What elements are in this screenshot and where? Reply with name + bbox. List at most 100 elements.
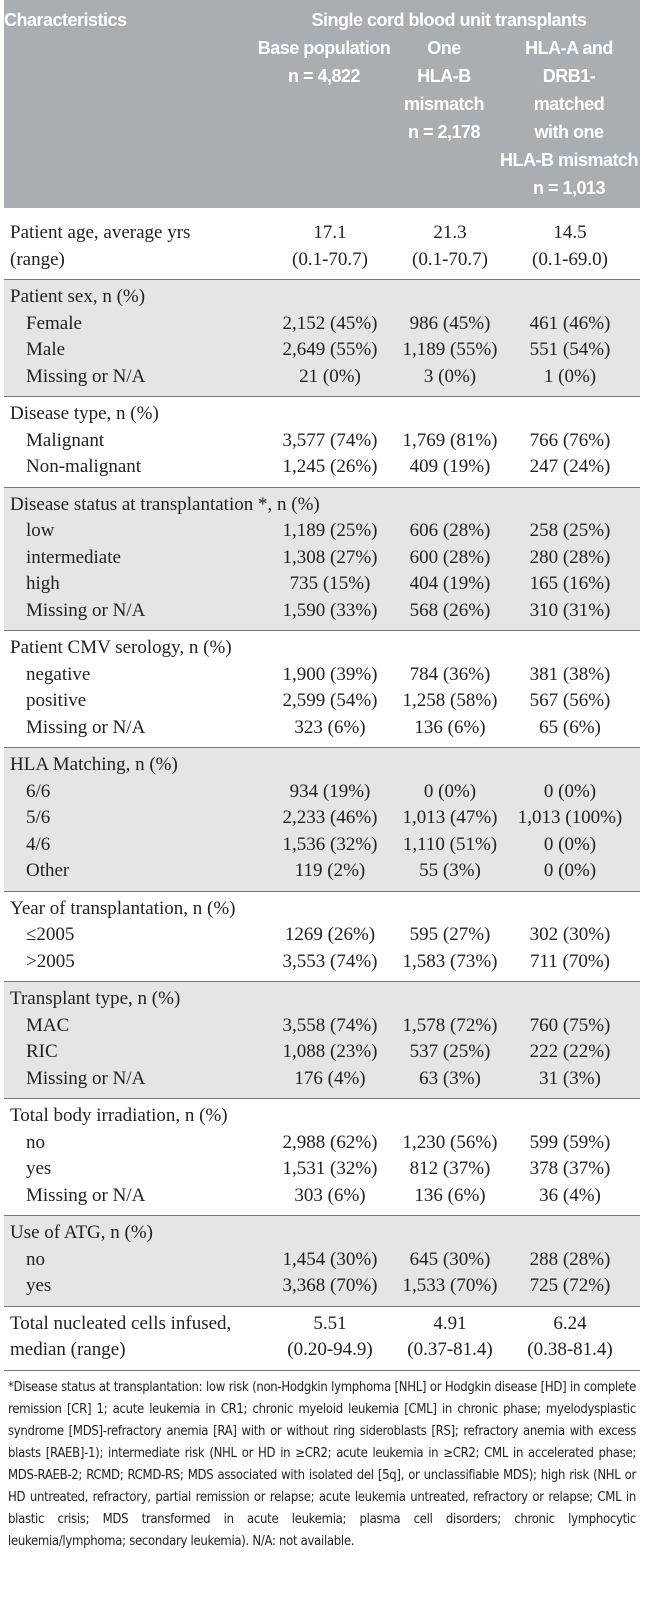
table-cell: 2,233 (46%) bbox=[282, 807, 378, 828]
table-row: yes 3,368 (70%) 1,533 (70%) 725 (72%) bbox=[4, 1273, 640, 1300]
table-cell: 1,258 (58%) bbox=[402, 690, 498, 711]
table-cell: 310 (31%) bbox=[529, 599, 611, 621]
section: Patient CMV serology, n (%) negative 1,900… bbox=[4, 631, 640, 748]
table-cell: 1,578 (72%) bbox=[402, 1014, 498, 1036]
table-cell: 165 (16%) bbox=[529, 573, 611, 594]
table-cell: 1,013 (100%) bbox=[517, 807, 623, 828]
table-cell: (0.1-69.0) bbox=[532, 248, 608, 270]
table-cell: 63 (3%) bbox=[419, 1067, 481, 1089]
table-cell: (range) bbox=[10, 248, 65, 270]
table-cell: 21 (0%) bbox=[299, 365, 361, 387]
section-title: Use of ATG, n (%) bbox=[10, 1222, 154, 1243]
table-row: intermediate 1,308 (27%) 600 (28%) 280 (28%… bbox=[4, 545, 640, 572]
table-cell: 280 (28%) bbox=[529, 546, 611, 568]
table-cell: 784 (36%) bbox=[409, 663, 491, 685]
table-row: Male 2,649 (55%) 1,189 (55%) 551 (54%) bbox=[4, 337, 640, 364]
table-cell: 6.24 bbox=[553, 1312, 587, 1334]
table-cell: 1,454 (30%) bbox=[282, 1248, 378, 1270]
table-cell: 1,769 (81%) bbox=[402, 429, 498, 451]
column-header: Base population n = 4,822 bbox=[254, 34, 394, 90]
table-cell: 17.1 bbox=[313, 222, 347, 243]
table-row: Missing or N/A 1,590 (33%) 568 (26%) 310 (3… bbox=[4, 598, 640, 625]
table-cell: 1,590 (33%) bbox=[282, 599, 378, 621]
table-cell: 1,013 (47%) bbox=[402, 807, 498, 828]
table-cell: 599 (59%) bbox=[529, 1131, 611, 1153]
header-group: Single cord blood unit transplants bbox=[311, 10, 587, 30]
table-cell: 2,649 (55%) bbox=[282, 339, 378, 360]
section-title: Transplant type, n (%) bbox=[10, 988, 181, 1009]
column-header: One HLA-B mismatch n = 2,178 bbox=[389, 34, 499, 146]
table-cell: 381 (38%) bbox=[529, 663, 611, 685]
table-cell: 323 (6%) bbox=[294, 716, 366, 738]
section: Year of transplantation, n (%) ≤2005 1269 … bbox=[4, 892, 640, 982]
table-row: 5/6 2,233 (46%) 1,013 (47%) 1,013 (100%) bbox=[4, 805, 640, 832]
table-cell: 258 (25%) bbox=[529, 520, 611, 541]
table-cell: 119 (2%) bbox=[294, 860, 366, 881]
section: HLA Matching, n (%) 6/6 934 (19%) 0 (0%) 0 (… bbox=[4, 748, 640, 892]
table-cell: 1 (0%) bbox=[543, 365, 597, 387]
table-cell: Missing or N/A bbox=[26, 1184, 146, 1206]
table-cell: Non-malignant bbox=[26, 456, 142, 477]
table-row: low 1,189 (25%) 606 (28%) 258 (25%) bbox=[4, 518, 640, 545]
table-cell: 0 (0%) bbox=[543, 780, 597, 802]
section: Disease status at transplantation *, n (… bbox=[4, 487, 640, 631]
table-row: Missing or N/A 176 (4%) 63 (3%) 31 (3%) bbox=[4, 1066, 640, 1093]
table-cell: 176 (4%) bbox=[294, 1067, 366, 1089]
table-cell: 645 (30%) bbox=[409, 1248, 491, 1270]
table-cell: MAC bbox=[26, 1014, 70, 1036]
table-row: median (range) (0.20-94.9) (0.37-81.4) (0.3… bbox=[4, 1337, 640, 1364]
table-cell: 136 (6%) bbox=[414, 1184, 486, 1206]
table-row: 6/6 934 (19%) 0 (0%) 0 (0%) bbox=[4, 779, 640, 806]
table-cell: 4.91 bbox=[433, 1312, 467, 1334]
section-title: HLA Matching, n (%) bbox=[10, 754, 178, 775]
table-cell: (0.1-70.7) bbox=[292, 248, 368, 270]
section-title: Disease status at transplantation *, n (… bbox=[10, 493, 320, 515]
table-cell: low bbox=[26, 520, 55, 541]
table-row: 4/6 1,536 (32%) 1,110 (51%) 0 (0%) bbox=[4, 832, 640, 859]
section: Disease type, n (%) Malignant 3,577 (74%) 1… bbox=[4, 397, 640, 488]
table-row: Patient age, average yrs 17.1 21.3 14.5 bbox=[4, 220, 640, 247]
table-cell: yes bbox=[26, 1275, 52, 1296]
table-cell: 760 (75%) bbox=[529, 1014, 611, 1036]
table-cell: 1,088 (23%) bbox=[282, 1041, 378, 1062]
table-cell: 595 (27%) bbox=[409, 924, 491, 945]
table-row: positive 2,599 (54%) 1,258 (58%) 567 (56%) bbox=[4, 688, 640, 715]
table-cell: 0 (0%) bbox=[543, 833, 597, 855]
footnote: *Disease status at transplantation: low … bbox=[8, 1379, 636, 1549]
table-cell: intermediate bbox=[26, 546, 121, 568]
column-header-line: n = 4,822 bbox=[287, 66, 361, 86]
table-cell: no bbox=[26, 1131, 45, 1153]
table-row: MAC 3,558 (74%) 1,578 (72%) 760 (75%) bbox=[4, 1013, 640, 1040]
table-row: >2005 3,553 (74%) 1,583 (73%) 711 (70%) bbox=[4, 949, 640, 976]
table-cell: 14.5 bbox=[553, 222, 587, 243]
table-row: Missing or N/A 21 (0%) 3 (0%) 1 (0%) bbox=[4, 364, 640, 391]
table-cell: 3 (0%) bbox=[423, 365, 477, 387]
table-cell: Missing or N/A bbox=[26, 716, 146, 738]
table-cell: 4/6 bbox=[26, 833, 51, 855]
table-cell: (0.37-81.4) bbox=[407, 1339, 493, 1360]
table-row: no 1,454 (30%) 645 (30%) 288 (28%) bbox=[4, 1247, 640, 1274]
table-row: Missing or N/A 323 (6%) 136 (6%) 65 (6%) bbox=[4, 715, 640, 742]
table-cell: 5.51 bbox=[313, 1312, 347, 1334]
table-cell: 812 (37%) bbox=[409, 1158, 491, 1179]
table-cell: 551 (54%) bbox=[529, 339, 611, 360]
table-cell: 1,245 (26%) bbox=[282, 456, 378, 477]
column-header-line: HLA-B bbox=[417, 66, 471, 86]
column-header-line: n = 1,013 bbox=[532, 178, 606, 198]
section-title: Patient CMV serology, n (%) bbox=[10, 637, 232, 658]
column-header-line: HLA-A and bbox=[525, 38, 613, 58]
table-cell: 5/6 bbox=[26, 807, 51, 828]
table-row: no 2,988 (62%) 1,230 (56%) 599 (59%) bbox=[4, 1130, 640, 1157]
table-row: ≤2005 1269 (26%) 595 (27%) 302 (30%) bbox=[4, 922, 640, 949]
section: Transplant type, n (%) MAC 3,558 (74%) 1,57… bbox=[4, 982, 640, 1099]
section: Patient age, average yrs 17.1 21.3 14.5 (ran… bbox=[4, 208, 640, 280]
table-cell: Malignant bbox=[26, 429, 105, 451]
column-header-line: DRB1- bbox=[542, 66, 596, 86]
table-cell: 3,368 (70%) bbox=[282, 1275, 378, 1296]
table-row: Non-malignant 1,245 (26%) 409 (19%) 247 (24… bbox=[4, 454, 640, 481]
table-cell: 6/6 bbox=[26, 780, 51, 802]
table-cell: 2,152 (45%) bbox=[282, 312, 378, 334]
table-cell: negative bbox=[26, 663, 91, 685]
table-row: negative 1,900 (39%) 784 (36%) 381 (38%) bbox=[4, 662, 640, 689]
table-cell: 1,536 (32%) bbox=[282, 833, 378, 855]
